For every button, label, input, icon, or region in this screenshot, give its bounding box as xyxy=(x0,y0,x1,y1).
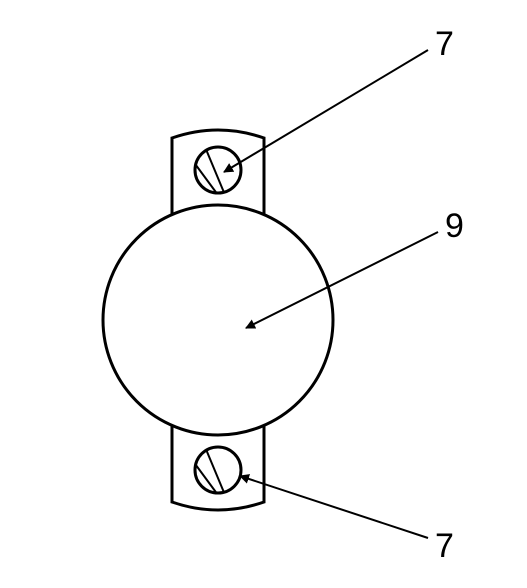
callout-label-1: 9 xyxy=(445,207,464,245)
main-circle xyxy=(103,205,333,435)
screw-0 xyxy=(195,147,241,193)
engineering-diagram: 7 9 7 xyxy=(0,0,527,588)
callout-label-0: 7 xyxy=(435,25,454,63)
screw-1 xyxy=(195,447,241,493)
callout-label-2: 7 xyxy=(435,527,454,565)
